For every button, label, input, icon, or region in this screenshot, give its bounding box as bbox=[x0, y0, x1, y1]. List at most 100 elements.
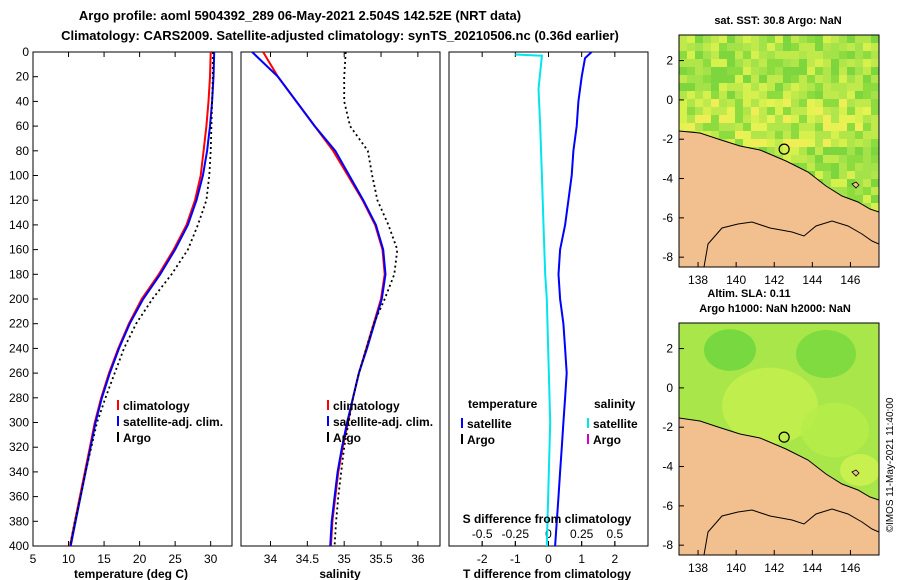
heat-cell bbox=[735, 51, 743, 59]
y-tick-label: 100 bbox=[9, 169, 29, 183]
heat-cell bbox=[815, 51, 823, 59]
y-tick-label: 400 bbox=[9, 539, 29, 553]
heat-cell bbox=[719, 131, 727, 139]
map-x-tick-label: 146 bbox=[840, 273, 860, 287]
heat-cell bbox=[855, 83, 863, 91]
heat-cell bbox=[743, 123, 751, 131]
heat-cell bbox=[847, 67, 855, 75]
heat-cell bbox=[799, 59, 807, 67]
map-y-tick-label: -2 bbox=[662, 132, 673, 146]
heat-cell bbox=[847, 59, 855, 67]
heat-cell bbox=[695, 99, 703, 107]
heat-cell bbox=[719, 91, 727, 99]
land-north-australia bbox=[703, 220, 879, 267]
heat-cell bbox=[783, 59, 791, 67]
heat-cell bbox=[871, 123, 879, 131]
heat-cell bbox=[767, 139, 775, 147]
heat-cell bbox=[823, 75, 831, 83]
heat-cell bbox=[839, 91, 847, 99]
x-tick-label: 34 bbox=[264, 552, 278, 566]
heat-cell bbox=[751, 35, 759, 43]
heat-cell bbox=[871, 75, 879, 83]
heat-cell bbox=[767, 107, 775, 115]
heat-cell bbox=[831, 83, 839, 91]
map-y-tick-label: -8 bbox=[662, 250, 673, 264]
heat-cell bbox=[775, 107, 783, 115]
legend-title: salinity bbox=[594, 397, 636, 411]
heat-cell bbox=[775, 67, 783, 75]
inner-tick-label: 0.25 bbox=[570, 527, 594, 541]
heat-cell bbox=[735, 115, 743, 123]
heat-cell bbox=[735, 91, 743, 99]
inner-tick-label: 0.5 bbox=[606, 527, 623, 541]
heat-cell bbox=[823, 67, 831, 75]
heat-cell bbox=[855, 147, 863, 155]
heat-cell bbox=[863, 67, 871, 75]
sst-map-panel: sat. SST: 30.8 Argo: NaN 138 140 142 144 146… bbox=[662, 15, 880, 287]
heat-cell bbox=[855, 131, 863, 139]
heat-cell bbox=[815, 59, 823, 67]
heat-cell bbox=[775, 43, 783, 51]
y-tick-label: 60 bbox=[16, 119, 30, 133]
salinity-lines bbox=[251, 52, 399, 546]
heat-cell bbox=[775, 83, 783, 91]
heat-cell bbox=[719, 75, 727, 83]
heat-cell bbox=[815, 147, 823, 155]
heat-cell bbox=[687, 123, 695, 131]
heat-cell bbox=[807, 155, 815, 163]
heat-cell bbox=[767, 83, 775, 91]
y-tick-label: 360 bbox=[9, 490, 29, 504]
y-tick-label: 120 bbox=[9, 193, 29, 207]
heat-cell bbox=[855, 67, 863, 75]
heat-cell bbox=[847, 75, 855, 83]
heat-cell bbox=[727, 123, 735, 131]
heat-cell bbox=[871, 115, 879, 123]
heat-cell bbox=[775, 35, 783, 43]
heat-cell bbox=[695, 35, 703, 43]
heat-cell bbox=[751, 139, 759, 147]
heat-cell bbox=[743, 35, 751, 43]
heat-cell bbox=[839, 107, 847, 115]
y-tick-label: 40 bbox=[16, 94, 30, 108]
heat-cell bbox=[791, 67, 799, 75]
heat-cell bbox=[687, 99, 695, 107]
heat-cell bbox=[815, 83, 823, 91]
y-tick-label: 380 bbox=[9, 514, 29, 528]
heat-blob bbox=[722, 367, 818, 445]
sst-map-frame bbox=[678, 34, 880, 268]
temperature-lines bbox=[69, 52, 216, 546]
heat-cell bbox=[847, 155, 855, 163]
heat-cell bbox=[799, 51, 807, 59]
heat-cell bbox=[695, 123, 703, 131]
heat-cell bbox=[831, 187, 839, 195]
heat-cell bbox=[839, 171, 847, 179]
heat-cell bbox=[759, 131, 767, 139]
heat-cell bbox=[711, 75, 719, 83]
heat-cell bbox=[823, 139, 831, 147]
heat-cell bbox=[871, 187, 879, 195]
heat-cell bbox=[743, 75, 751, 83]
heat-cell bbox=[847, 131, 855, 139]
heat-cell bbox=[847, 163, 855, 171]
heat-cell bbox=[791, 35, 799, 43]
heat-blob bbox=[796, 330, 856, 378]
heat-cell bbox=[823, 51, 831, 59]
heat-cell bbox=[743, 139, 751, 147]
x-tick-label: 2 bbox=[611, 552, 618, 566]
map-x-tick-label: 142 bbox=[764, 561, 784, 575]
x-tick-label: 34.5 bbox=[296, 552, 320, 566]
map-x-tick-label: 140 bbox=[726, 561, 746, 575]
series-line bbox=[69, 52, 214, 546]
difference-legend: temperature salinity satellite Argo satellit… bbox=[461, 397, 638, 447]
heat-cell bbox=[871, 43, 879, 51]
heat-cell bbox=[679, 67, 687, 75]
temperature-axes-frame bbox=[32, 51, 233, 547]
heat-cell bbox=[727, 131, 735, 139]
heat-cell bbox=[743, 115, 751, 123]
map-y-tick-label: -2 bbox=[662, 420, 673, 434]
heat-cell bbox=[863, 51, 871, 59]
heat-cell bbox=[695, 107, 703, 115]
heat-cell bbox=[751, 59, 759, 67]
heat-cell bbox=[783, 123, 791, 131]
heat-cell bbox=[871, 171, 879, 179]
